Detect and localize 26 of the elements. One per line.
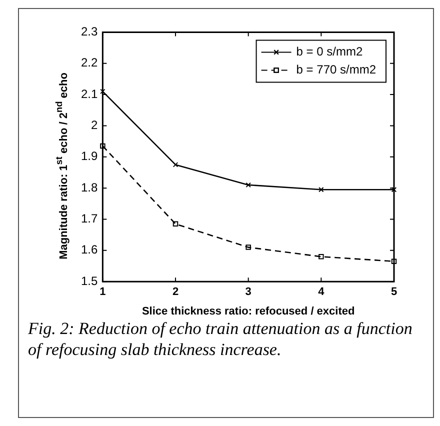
y-tick-label: 1.8 [80, 180, 98, 194]
legend-label: b = 770 s/mm2 [296, 62, 376, 77]
x-tick-label: 4 [318, 286, 326, 298]
x-tick-label: 5 [390, 286, 398, 298]
x-axis-title: Slice thickness ratio: refocused / excited [142, 305, 355, 318]
point [318, 254, 324, 260]
x-tick-label: 2 [172, 286, 179, 298]
y-tick-label: 1.7 [80, 212, 98, 226]
y-tick-label: 1.9 [80, 149, 98, 164]
point [172, 221, 178, 227]
x-tick-label: 3 [245, 286, 252, 298]
point [246, 182, 251, 188]
point [246, 244, 251, 250]
legend-label: b = 0 s/mm2 [296, 44, 363, 59]
caption: Fig. 2: Reduction of echo train attenuation as a function of refocusing slab thickness increase. [28, 318, 414, 360]
y-tick-label: 1.6 [80, 242, 98, 257]
x-tick-label: 1 [100, 286, 106, 298]
y-tick-label: 2.3 [80, 24, 98, 39]
y-tick-label: 2.1 [80, 86, 98, 101]
y-tick-label: 1.5 [80, 274, 98, 288]
point [391, 258, 397, 264]
point [100, 143, 106, 149]
point [318, 187, 324, 192]
point [172, 162, 178, 168]
y-tick-label: 2.2 [80, 56, 98, 70]
y-tick-label: 2 [90, 118, 98, 132]
